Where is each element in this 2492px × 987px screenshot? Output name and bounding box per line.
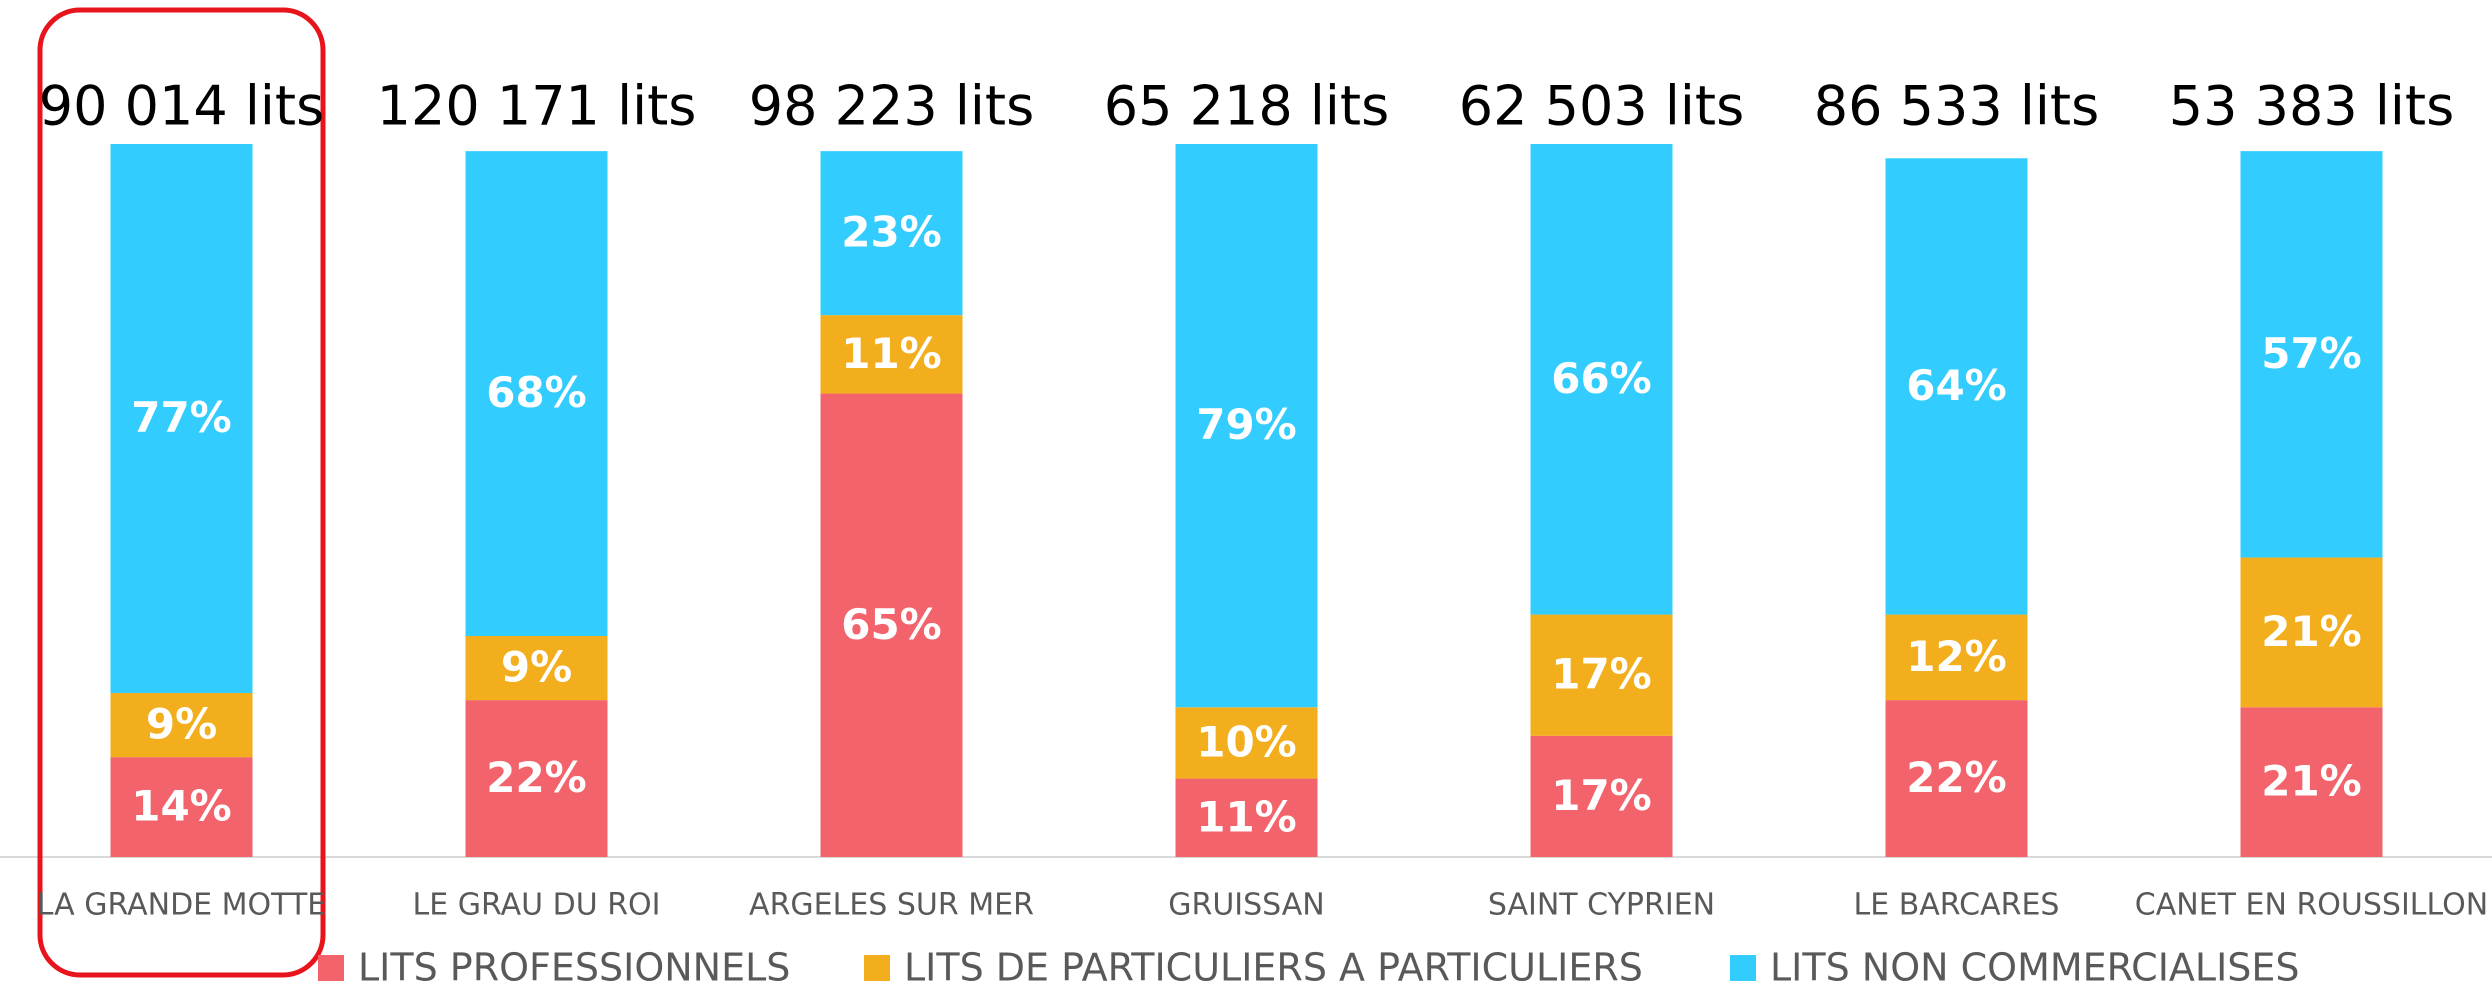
bar-segment bbox=[465, 635, 608, 701]
x-tick-label: SAINT CYPRIEN bbox=[1488, 888, 1715, 923]
total-label: 65 218 lits bbox=[1104, 75, 1389, 138]
bar-segment bbox=[820, 393, 963, 857]
total-label: 62 503 lits bbox=[1459, 75, 1744, 138]
total-label: 98 223 lits bbox=[749, 75, 1034, 138]
x-tick-label: CANET EN ROUSSILLON bbox=[2135, 888, 2488, 923]
x-tick-label: LE BARCARES bbox=[1854, 888, 2060, 923]
data-label: 17% bbox=[1551, 650, 1652, 699]
data-label: 57% bbox=[2261, 329, 2362, 378]
data-label: 12% bbox=[1906, 632, 2007, 681]
bar-segment bbox=[1530, 614, 1673, 736]
bar-segment bbox=[1175, 707, 1318, 779]
total-label: 86 533 lits bbox=[1814, 75, 2099, 138]
data-label: 68% bbox=[486, 368, 587, 417]
legend-swatch bbox=[318, 955, 344, 981]
legend-label: LITS PROFESSIONNELS bbox=[358, 946, 790, 987]
data-label: 14% bbox=[131, 782, 232, 831]
data-label: 22% bbox=[1906, 753, 2007, 802]
bar-segment bbox=[1530, 144, 1673, 615]
legend-swatch bbox=[864, 955, 890, 981]
x-tick-label: ARGELES SUR MER bbox=[749, 888, 1034, 923]
data-label: 64% bbox=[1906, 361, 2007, 410]
bar-segment bbox=[1885, 614, 2028, 701]
data-label: 11% bbox=[841, 329, 942, 378]
data-label: 9% bbox=[146, 700, 217, 749]
bar-segment bbox=[820, 151, 963, 316]
data-label: 22% bbox=[486, 753, 587, 802]
x-tick-label: LE GRAU DU ROI bbox=[413, 888, 661, 923]
data-label: 23% bbox=[841, 208, 942, 257]
bar-segment bbox=[2240, 557, 2383, 708]
total-label: 120 171 lits bbox=[377, 75, 697, 138]
data-label: 21% bbox=[2261, 607, 2362, 656]
bar-segment bbox=[1530, 735, 1673, 857]
legend-label: LITS NON COMMERCIALISES bbox=[1770, 946, 2300, 987]
bar-segment bbox=[110, 144, 253, 694]
bar-segment bbox=[465, 700, 608, 857]
bar-segment bbox=[820, 315, 963, 394]
data-label: 66% bbox=[1551, 354, 1652, 403]
bar-segment bbox=[2240, 151, 2383, 558]
bar-segment bbox=[110, 693, 253, 758]
highlight-box bbox=[37, 7, 326, 978]
data-label: 65% bbox=[841, 600, 942, 649]
data-label: 11% bbox=[1196, 792, 1297, 841]
bar-segment bbox=[1175, 778, 1318, 857]
bar-segment bbox=[465, 151, 608, 636]
data-label: 21% bbox=[2261, 757, 2362, 806]
bar-segment bbox=[1885, 700, 2028, 857]
data-label: 77% bbox=[131, 393, 232, 442]
total-label: 53 383 lits bbox=[2169, 75, 2454, 138]
legend-swatch bbox=[1730, 955, 1756, 981]
bar-segment bbox=[1885, 158, 2028, 615]
data-label: 17% bbox=[1551, 771, 1652, 820]
legend-label: LITS DE PARTICULIERS A PARTICULIERS bbox=[904, 946, 1643, 987]
bar-segment bbox=[110, 757, 253, 857]
data-label: 9% bbox=[501, 643, 572, 692]
total-label: 90 014 lits bbox=[39, 75, 324, 138]
x-tick-label: LA GRANDE MOTTE bbox=[37, 888, 326, 923]
x-tick-label: GRUISSAN bbox=[1168, 888, 1325, 923]
data-label: 10% bbox=[1196, 717, 1297, 766]
bar-segment bbox=[2240, 707, 2383, 857]
data-label: 79% bbox=[1196, 400, 1297, 449]
bar-segment bbox=[1175, 144, 1318, 708]
